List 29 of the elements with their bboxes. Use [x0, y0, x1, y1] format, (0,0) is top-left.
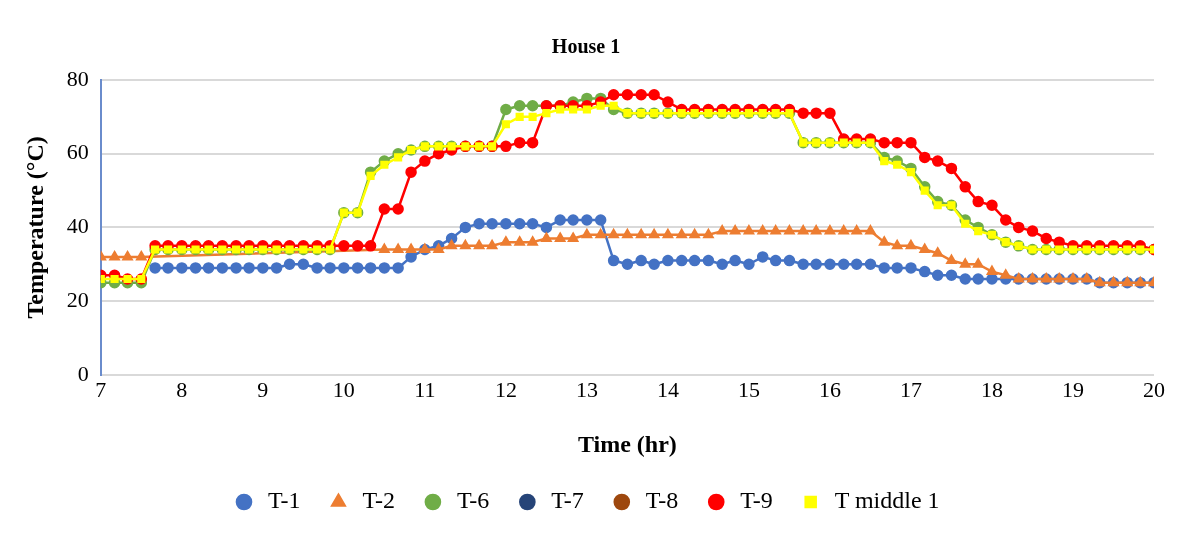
x-tick-label: 16 — [818, 376, 841, 402]
x-tick-label: 14 — [656, 376, 679, 402]
legend-label: T-2 — [362, 487, 395, 514]
x-tick-label: 18 — [980, 376, 1003, 402]
legend-label: T-1 — [267, 487, 301, 514]
legend-label: T-6 — [456, 487, 490, 514]
x-tick-label: 8 — [176, 376, 188, 402]
x-tick-label: 11 — [414, 376, 436, 402]
x-axis-title: Time (hr) — [577, 430, 677, 457]
y-tick-label: 40 — [66, 213, 89, 239]
legend-label: T-9 — [740, 487, 773, 514]
x-tick-label: 15 — [737, 376, 760, 402]
x-tick-label: 19 — [1061, 376, 1084, 402]
chart-title: House 1 — [551, 35, 621, 58]
x-tick-label: 20 — [1143, 376, 1165, 402]
x-tick-label: 12 — [494, 376, 517, 402]
x-tick-label: 10 — [332, 376, 355, 402]
x-tick-label: 17 — [899, 376, 922, 402]
y-tick-label: 0 — [77, 360, 89, 386]
legend-label: T-7 — [551, 487, 584, 514]
y-tick-label: 80 — [66, 65, 89, 91]
legend-label: T middle 1 — [834, 487, 940, 514]
legend-label: T-8 — [645, 487, 679, 514]
x-tick-label: 7 — [95, 376, 107, 402]
x-tick-label: 9 — [257, 376, 269, 402]
y-tick-label: 60 — [66, 139, 89, 165]
x-tick-label: 13 — [575, 376, 598, 402]
y-tick-label: 20 — [66, 286, 89, 312]
y-axis-title: Temperature (°C) — [21, 136, 48, 319]
